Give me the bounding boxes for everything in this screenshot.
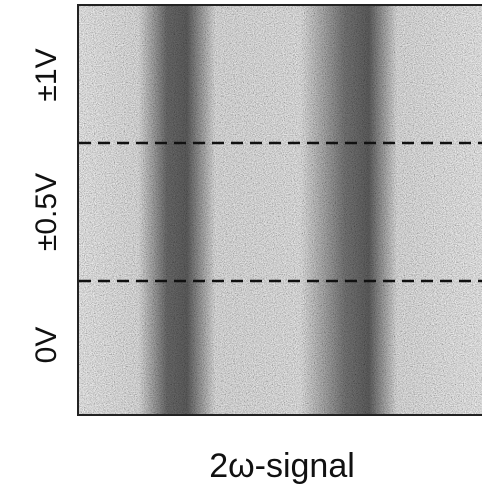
figure-panel: ±1V ±0.5V 0V 2ω-signal [0, 0, 482, 494]
row-label: ±0.5V [30, 173, 63, 251]
caption: 2ω-signal [209, 447, 355, 485]
row-label: ±1V [30, 48, 63, 101]
signal-image [78, 5, 482, 415]
row-label: 0V [30, 327, 63, 364]
